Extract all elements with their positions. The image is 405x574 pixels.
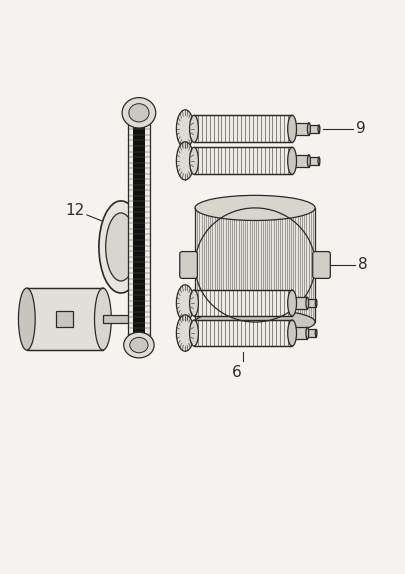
Bar <box>307 329 315 337</box>
Bar <box>102 315 129 323</box>
Ellipse shape <box>287 115 296 142</box>
FancyBboxPatch shape <box>312 251 330 278</box>
Text: 3: 3 <box>22 312 32 327</box>
Text: 8: 8 <box>358 258 367 273</box>
Ellipse shape <box>287 290 296 316</box>
Ellipse shape <box>307 155 310 167</box>
Bar <box>194 148 291 174</box>
Ellipse shape <box>315 300 316 307</box>
Ellipse shape <box>287 148 296 174</box>
Ellipse shape <box>305 327 308 339</box>
Ellipse shape <box>189 290 198 316</box>
Bar <box>291 155 308 167</box>
Ellipse shape <box>122 98 156 128</box>
Bar <box>307 300 315 307</box>
Bar <box>56 311 73 327</box>
Ellipse shape <box>176 315 194 351</box>
Bar <box>291 123 308 135</box>
Bar <box>291 297 307 309</box>
Bar <box>291 327 307 339</box>
Ellipse shape <box>287 320 296 346</box>
Ellipse shape <box>128 104 149 122</box>
Text: 6: 6 <box>232 365 241 380</box>
Ellipse shape <box>130 338 148 353</box>
Ellipse shape <box>94 288 111 350</box>
Text: 12: 12 <box>65 203 84 219</box>
Bar <box>128 113 149 345</box>
Ellipse shape <box>176 110 194 148</box>
Ellipse shape <box>315 329 316 337</box>
Ellipse shape <box>317 157 319 165</box>
Ellipse shape <box>176 285 194 321</box>
Ellipse shape <box>194 309 314 335</box>
Ellipse shape <box>189 148 198 174</box>
Bar <box>27 288 102 350</box>
Text: 9: 9 <box>355 121 365 136</box>
Ellipse shape <box>189 115 198 142</box>
Bar <box>194 208 314 322</box>
Ellipse shape <box>124 332 154 358</box>
Ellipse shape <box>105 213 136 281</box>
Bar <box>308 125 318 133</box>
Bar <box>133 113 144 345</box>
Ellipse shape <box>189 320 198 346</box>
Bar <box>308 157 318 165</box>
FancyBboxPatch shape <box>179 251 197 278</box>
Bar <box>194 290 291 316</box>
Ellipse shape <box>176 142 194 180</box>
Ellipse shape <box>99 201 143 293</box>
Ellipse shape <box>18 288 35 350</box>
Bar <box>129 312 136 327</box>
Ellipse shape <box>305 297 308 309</box>
Ellipse shape <box>194 195 314 220</box>
Bar <box>194 320 291 346</box>
Ellipse shape <box>307 123 310 135</box>
Bar <box>194 115 291 142</box>
Ellipse shape <box>317 125 319 133</box>
